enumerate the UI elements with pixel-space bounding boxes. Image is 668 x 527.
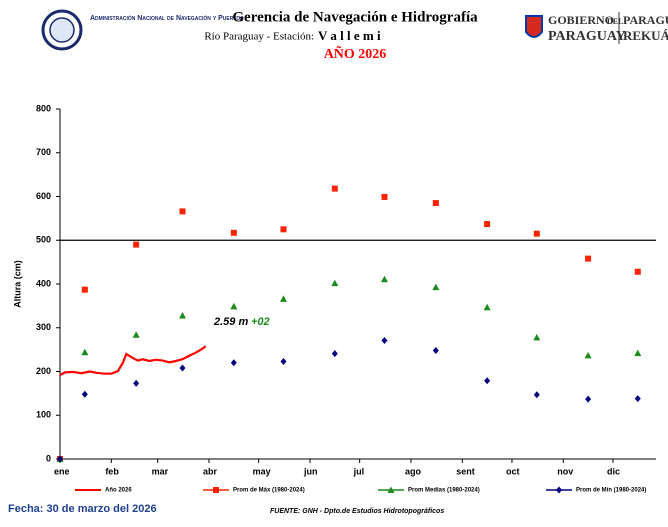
year: AÑO 2026 (324, 44, 387, 62)
y-tick-label: 700 (36, 147, 51, 157)
legend-label: Año 2026 (105, 488, 132, 494)
marker-diamond (533, 391, 540, 399)
marker-diamond (179, 364, 186, 372)
marker-diamond (57, 455, 63, 463)
marker-square (432, 200, 439, 207)
legend-item: Prom de Máx (1980-2024) (203, 487, 305, 494)
marker-diamond (432, 347, 439, 354)
x-tick-label: dic (607, 466, 620, 476)
marker-triangle (432, 283, 440, 291)
marker-square (585, 255, 592, 262)
legend-item: Año 2026 (75, 488, 132, 494)
legend-label: Prom de Máx (1980-2024) (233, 488, 305, 494)
marker-square (533, 230, 540, 237)
y-tick-label: 300 (36, 322, 51, 332)
x-tick-label: nov (557, 466, 573, 476)
marker-diamond (381, 336, 388, 344)
y-tick-label: 100 (36, 410, 51, 420)
legend-label: Prom Medias (1980-2024) (408, 488, 480, 494)
marker-square (280, 226, 287, 233)
marker-triangle (132, 331, 140, 338)
marker-triangle (81, 348, 89, 356)
y-tick-label: 500 (36, 235, 51, 245)
x-tick-label: jun (303, 466, 318, 476)
x-tick-label: ene (54, 466, 70, 476)
x-tick-label: may (253, 466, 271, 476)
series-line (59, 345, 207, 376)
gov-text: REKUÁI (623, 28, 668, 43)
footer-source: FUENTE: GNH - Dpto.de Estudios Hidrotopo… (270, 508, 444, 515)
marker-triangle (584, 351, 592, 359)
annotation: 2.59 m (213, 316, 248, 328)
seal-inner (49, 17, 75, 43)
gov-text: GOBIERNO (548, 13, 614, 27)
marker-square (133, 241, 140, 248)
footer-date: Fecha: 30 de marzo del 2026 (8, 503, 157, 515)
marker-square (179, 208, 186, 215)
header-title: Gerencia de Navegación e Hidrografía (232, 9, 478, 25)
legend-item: Prom Medias (1980-2024) (378, 486, 480, 494)
marker-square (213, 487, 219, 493)
marker-triangle (230, 302, 238, 310)
y-tick-label: 600 (36, 191, 51, 201)
y-tick-label: 400 (36, 278, 51, 288)
marker-square (81, 286, 88, 293)
station-prefix: Río Paraguay - Estación: (204, 31, 314, 43)
marker-diamond (331, 350, 338, 358)
marker-diamond (484, 377, 491, 385)
station: V a l l e m i (318, 28, 381, 43)
marker-diamond (585, 395, 592, 403)
marker-diamond (280, 357, 287, 365)
marker-triangle (483, 303, 491, 311)
marker-square (230, 229, 237, 236)
x-tick-label: ago (405, 466, 422, 476)
gov-text: PARAGUAY (548, 29, 626, 44)
org-name: Administración Nacional de Navegación y … (90, 14, 244, 22)
marker-diamond (634, 395, 641, 403)
marker-square (484, 221, 491, 228)
marker-triangle (380, 275, 388, 283)
legend-label: Prom de Mín (1980-2024) (576, 488, 646, 494)
marker-square (381, 193, 388, 200)
marker-diamond (230, 359, 237, 367)
y-tick-label: 0 (46, 453, 51, 463)
x-tick-label: oct (506, 466, 520, 476)
gov-text: PARAGUÁI (623, 13, 668, 27)
x-tick-label: jul (353, 466, 365, 476)
marker-triangle (387, 486, 395, 493)
legend-item: Prom de Mín (1980-2024) (546, 486, 646, 494)
org-line: Administración Nacional de Navegación y … (90, 14, 244, 22)
marker-square (331, 185, 338, 192)
marker-triangle (331, 279, 339, 287)
marker-diamond (133, 379, 140, 387)
x-tick-label: sent (456, 466, 475, 476)
gov-shield (525, 15, 543, 38)
marker-square (634, 268, 641, 275)
x-tick-label: feb (105, 466, 119, 476)
marker-triangle (634, 349, 642, 357)
y-tick-label: 800 (36, 103, 51, 113)
marker-diamond (556, 486, 562, 494)
gov-text: DEL (607, 17, 623, 26)
annotation-delta: +02 (251, 316, 270, 328)
y-tick-label: 200 (36, 366, 51, 376)
marker-triangle (179, 312, 187, 319)
marker-diamond (81, 390, 88, 398)
marker-triangle (533, 333, 541, 341)
x-tick-label: abr (203, 466, 218, 476)
x-tick-label: mar (152, 466, 169, 476)
y-axis-title: Altura (cm) (12, 260, 22, 308)
marker-triangle (280, 295, 287, 302)
